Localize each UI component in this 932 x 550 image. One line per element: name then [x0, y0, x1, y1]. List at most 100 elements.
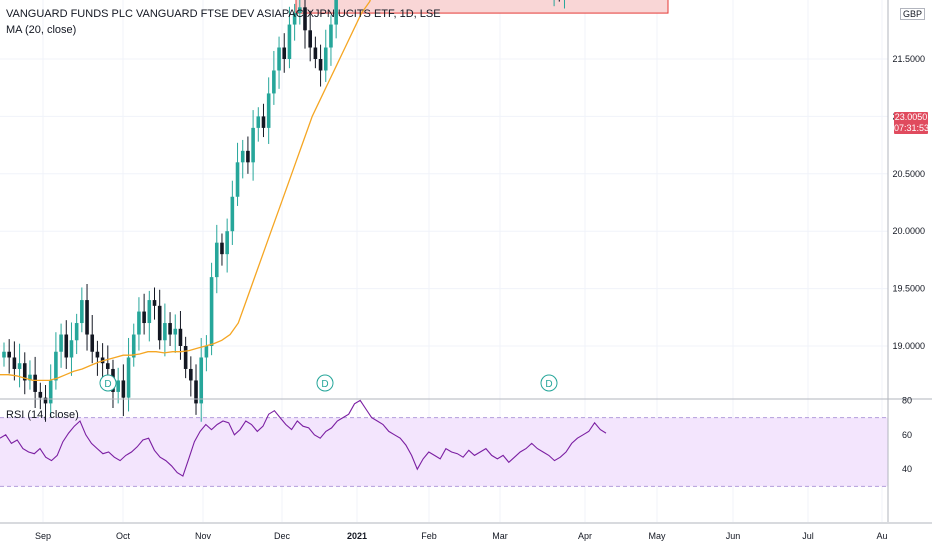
candle-body: [256, 116, 261, 128]
candle-body: [178, 328, 183, 346]
candle-body: [22, 363, 27, 381]
rsi-legend[interactable]: RSI (14, close): [6, 409, 79, 421]
candle-body: [183, 346, 188, 369]
candle-body: [209, 277, 214, 346]
candle-body: [54, 351, 58, 381]
candle-body: [43, 397, 48, 404]
rsi-tick-label: 60: [902, 430, 912, 440]
price-tick-label: 21.5000: [892, 54, 925, 64]
dividend-marker: [99, 374, 117, 392]
candle-body: [220, 242, 224, 255]
dividend-marker: [316, 374, 334, 392]
time-tick-label: May: [648, 531, 666, 541]
time-tick-label: 2021: [347, 531, 367, 541]
rsi-path: [0, 399, 607, 477]
currency-badge[interactable]: GBP: [900, 8, 926, 20]
time-tick-label: Dec: [274, 531, 291, 541]
candle-body: [272, 70, 276, 94]
bar-countdown: 07:31:53: [894, 123, 930, 133]
time-tick-label: Au: [876, 531, 887, 541]
time-tick-label: Sep: [35, 531, 51, 541]
candle-body: [334, 0, 338, 25]
candle-body: [246, 150, 250, 163]
time-tick-label: Jun: [726, 531, 741, 541]
candle-body: [74, 323, 79, 341]
current-price-value: 23.0050: [894, 112, 928, 122]
candle-body: [282, 47, 287, 59]
candle-body: [38, 391, 43, 398]
candle-body: [12, 357, 17, 369]
candle-body: [85, 300, 89, 335]
time-tick-label: Apr: [578, 531, 592, 541]
candle-body: [7, 351, 11, 358]
candle-body: [303, 7, 307, 31]
candle-body: [261, 116, 266, 128]
candle-body: [308, 30, 312, 48]
price-tick-label: 20.0000: [892, 226, 925, 236]
symbol-title: VANGUARD FUNDS PLC VANGUARD FTSE DEV ASI…: [6, 8, 441, 20]
candle-body: [121, 380, 126, 398]
support-zone-rect: [295, 0, 669, 14]
time-tick-label: Mar: [492, 531, 508, 541]
ma-legend[interactable]: MA (20, close): [6, 24, 77, 36]
candle-body: [266, 93, 271, 128]
candle-body: [277, 47, 281, 71]
candle-body: [251, 127, 255, 163]
candle-body: [240, 150, 245, 163]
candle-body: [64, 334, 69, 358]
candle-body: [105, 363, 110, 369]
candle-body: [313, 47, 318, 59]
candle-body: [80, 300, 84, 324]
dividend-marker-label: D: [104, 379, 111, 390]
candle-body: [147, 300, 152, 324]
candle-body: [131, 334, 136, 358]
candle-body: [235, 162, 240, 197]
candle-body: [163, 323, 167, 341]
candle-body: [48, 380, 53, 404]
candle-body: [95, 351, 100, 358]
current-price-badge: 23.0050 07:31:53: [894, 112, 930, 134]
candle-body: [329, 24, 333, 48]
candle-body: [214, 242, 219, 278]
price-tick-label: 19.0000: [892, 341, 925, 351]
price-tick-label: 19.5000: [892, 284, 925, 294]
candle-body: [204, 346, 209, 358]
candle-body: [2, 351, 6, 358]
price-tick-label: 20.5000: [892, 169, 925, 179]
candle-body: [199, 357, 204, 404]
time-tick-label: Jul: [802, 531, 814, 541]
candle-body: [33, 374, 37, 392]
time-tick-label: Feb: [421, 531, 437, 541]
candle-body: [292, 13, 297, 25]
candle-body: [298, 7, 302, 14]
dividend-marker: [540, 374, 558, 392]
candle-body: [225, 231, 229, 255]
candle-body: [152, 300, 157, 306]
ma-path: [0, 0, 371, 382]
candle-body: [168, 323, 172, 335]
candle-body: [230, 196, 235, 232]
candle-body: [189, 368, 193, 381]
candle-body: [28, 374, 32, 381]
dividend-marker-label: D: [321, 379, 328, 390]
candle-body: [194, 380, 198, 404]
candle-body: [17, 363, 22, 369]
time-tick-label: Oct: [116, 531, 131, 541]
candle-body: [173, 328, 178, 335]
support-zone: [295, 0, 669, 14]
rsi-line: [0, 399, 607, 477]
candle-body: [90, 334, 95, 352]
candle-body: [287, 24, 292, 60]
ma-line: [0, 0, 371, 382]
candle-body: [142, 311, 146, 324]
time-tick-label: Nov: [195, 531, 212, 541]
candle-body: [69, 340, 74, 358]
candle-body: [157, 305, 162, 341]
candle-body: [323, 47, 328, 71]
candle-body: [126, 357, 131, 398]
candle-body: [59, 334, 63, 352]
rsi-tick-label: 40: [902, 464, 912, 474]
rsi-tick-label: 80: [902, 395, 912, 405]
